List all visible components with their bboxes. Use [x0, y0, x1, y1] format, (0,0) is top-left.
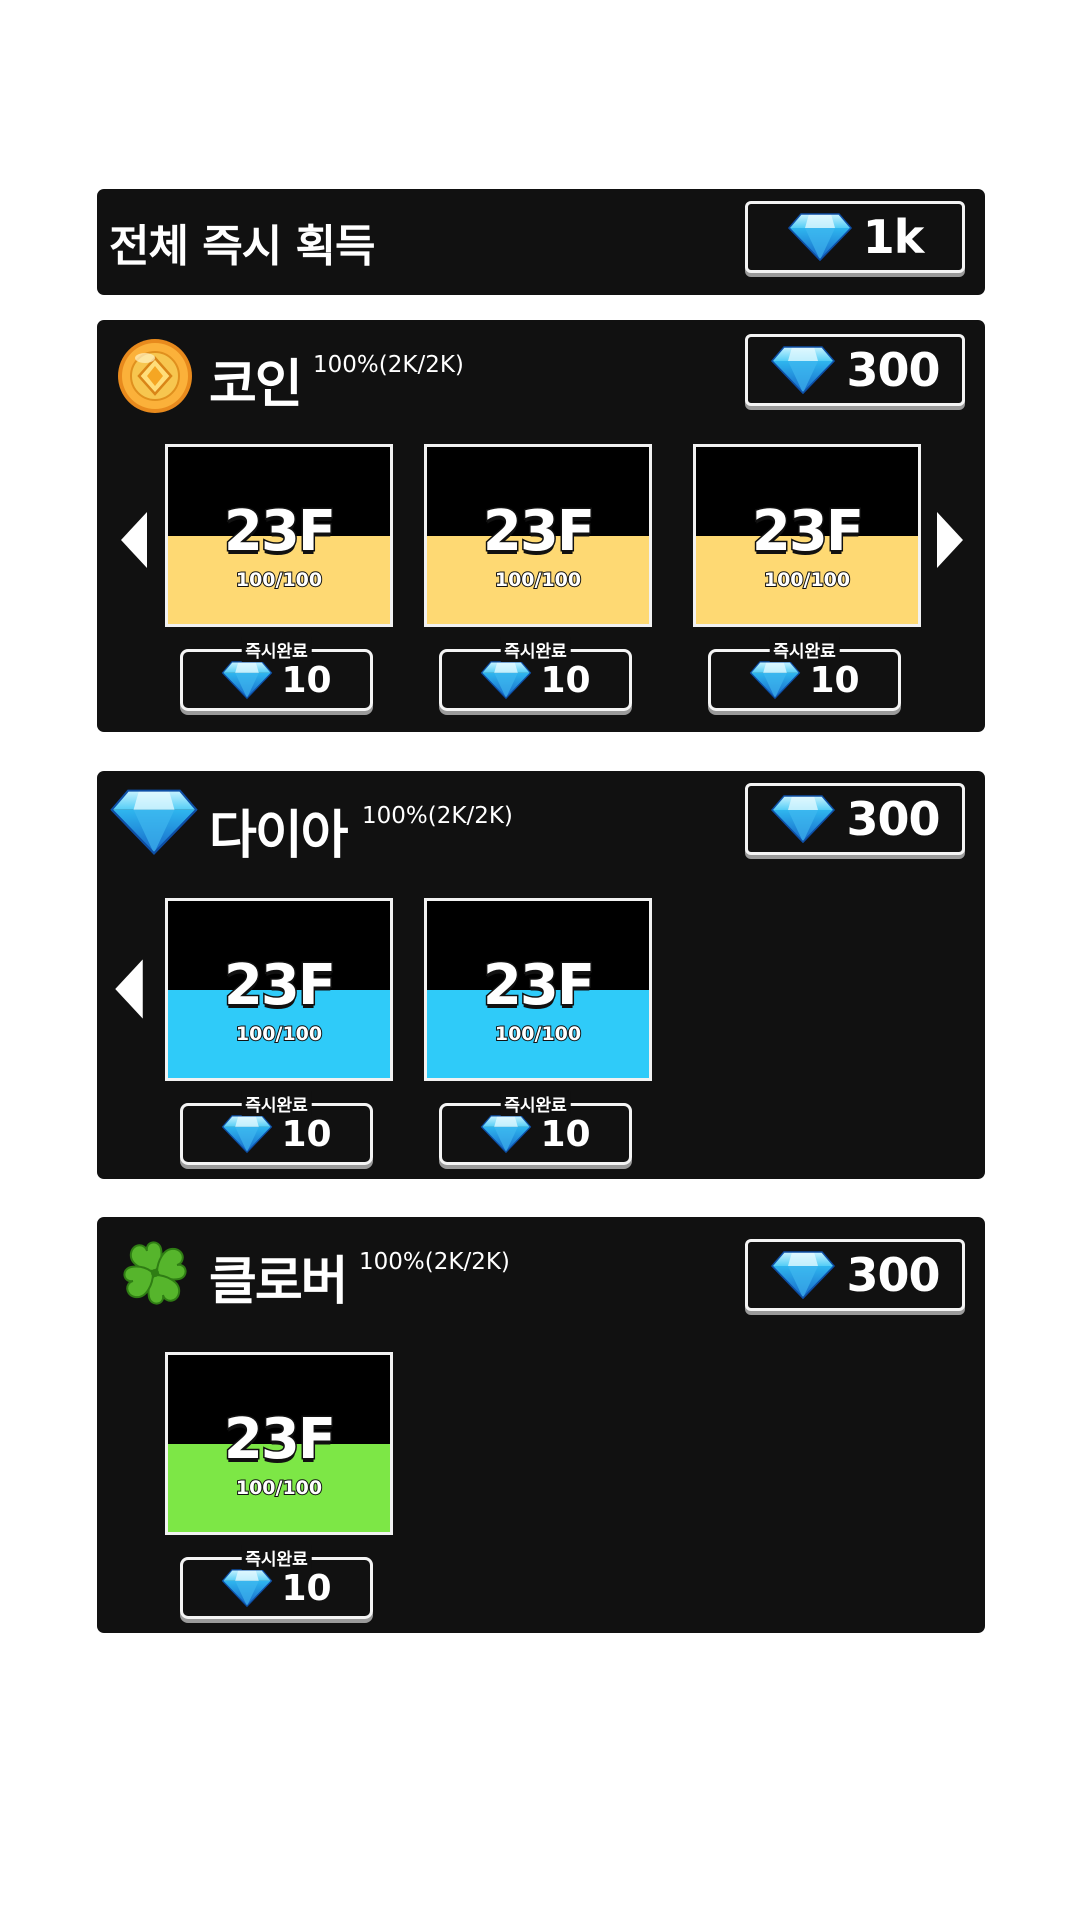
diamond-icon [109, 787, 199, 857]
card-count-label: 100/100 [494, 568, 582, 592]
diamond-icon [787, 212, 853, 262]
diamond-card-frame[interactable]: 23F 100/100 [165, 898, 393, 1081]
coin-card-frame[interactable]: 23F 100/100 [693, 444, 921, 627]
coin-card-fill [427, 535, 649, 624]
instant-complete-cost: 10 [281, 1567, 332, 1609]
diamond-prev-arrow-icon[interactable] [111, 956, 147, 1022]
card-count-label: 100/100 [763, 568, 851, 592]
instant-complete-label: 즉시완료 [500, 1091, 571, 1116]
instant-complete-cost: 10 [281, 659, 332, 701]
diamond-section-buy-button[interactable]: 300 [745, 783, 965, 855]
instant-complete-button[interactable]: 즉시완료 10 [708, 637, 901, 711]
instant-complete-button[interactable]: 즉시완료 10 [180, 637, 373, 711]
clover-section: 클로버 100%(2K/2K) 300 23F 100/100 즉시완료 10 [97, 1217, 985, 1633]
clover-card-frame[interactable]: 23F 100/100 [165, 1352, 393, 1535]
coin-section-title: 코인 [209, 355, 303, 415]
diamond-card: 23F 100/100 즉시완료 10 [424, 898, 652, 1165]
diamond-section-percent: 100%(2K/2K) [362, 803, 513, 829]
coin-card: 23F 100/100 즉시완료 10 [693, 444, 921, 711]
clover-section-title: 클로버 [209, 1252, 349, 1312]
coin-card-fill [168, 535, 390, 624]
diamond-icon [221, 1568, 273, 1608]
card-count-label: 100/100 [235, 1022, 323, 1046]
diamond-icon [770, 1250, 836, 1300]
instant-complete-cost: 10 [540, 1113, 591, 1155]
diamond-icon [480, 660, 532, 700]
diamond-icon [770, 345, 836, 395]
coin-card: 23F 100/100 즉시완료 10 [424, 444, 652, 711]
coin-card: 23F 100/100 즉시완료 10 [165, 444, 393, 711]
instant-acquire-all-button[interactable]: 1k [745, 201, 965, 273]
diamond-section-title: 다이아 [209, 806, 349, 866]
card-floor-label: 23F [481, 952, 596, 1020]
diamond-icon [221, 660, 273, 700]
card-floor-label: 23F [481, 498, 596, 566]
instant-complete-label: 즉시완료 [241, 1545, 312, 1570]
coin-section-buy-button[interactable]: 300 [745, 334, 965, 406]
instant-complete-cost: 10 [281, 1113, 332, 1155]
instant-complete-cost: 10 [809, 659, 860, 701]
diamond-section-price: 300 [846, 792, 940, 846]
diamond-card-frame[interactable]: 23F 100/100 [424, 898, 652, 1081]
card-floor-label: 23F [222, 498, 337, 566]
clover-card-fill [168, 1443, 390, 1532]
instant-complete-label: 즉시완료 [241, 637, 312, 662]
coin-card-frame[interactable]: 23F 100/100 [165, 444, 393, 627]
diamond-icon [770, 794, 836, 844]
diamond-card-fill [427, 989, 649, 1078]
card-floor-label: 23F [222, 1406, 337, 1474]
card-floor-label: 23F [222, 952, 337, 1020]
instant-complete-button[interactable]: 즉시완료 10 [439, 637, 632, 711]
instant-acquire-all-panel: 전체 즉시 획득 1k [97, 189, 985, 295]
diamond-icon [480, 1114, 532, 1154]
coin-card-frame[interactable]: 23F 100/100 [424, 444, 652, 627]
instant-complete-button[interactable]: 즉시완료 10 [180, 1545, 373, 1619]
instant-complete-label: 즉시완료 [769, 637, 840, 662]
card-count-label: 100/100 [235, 568, 323, 592]
diamond-card-fill [168, 989, 390, 1078]
diamond-card: 23F 100/100 즉시완료 10 [165, 898, 393, 1165]
coin-prev-arrow-icon[interactable] [117, 510, 151, 570]
instant-complete-button[interactable]: 즉시완료 10 [180, 1091, 373, 1165]
coin-icon [118, 339, 192, 413]
instant-acquire-all-price: 1k [862, 210, 925, 264]
diamond-icon [749, 660, 801, 700]
clover-section-price: 300 [846, 1248, 940, 1302]
instant-complete-label: 즉시완료 [500, 637, 571, 662]
instant-complete-cost: 10 [540, 659, 591, 701]
clover-section-percent: 100%(2K/2K) [359, 1249, 510, 1275]
coin-section-percent: 100%(2K/2K) [313, 352, 464, 378]
card-count-label: 100/100 [494, 1022, 582, 1046]
coin-section: 코인 100%(2K/2K) 300 23F 100/100 즉시완료 10 2… [97, 320, 985, 732]
card-floor-label: 23F [750, 498, 865, 566]
instant-acquire-all-title: 전체 즉시 획득 [109, 221, 376, 272]
diamond-section: 다이아 100%(2K/2K) 300 23F 100/100 즉시완료 10 … [97, 771, 985, 1179]
coin-next-arrow-icon[interactable] [933, 510, 967, 570]
clover-card: 23F 100/100 즉시완료 10 [165, 1352, 393, 1619]
clover-icon [123, 1241, 187, 1305]
clover-section-buy-button[interactable]: 300 [745, 1239, 965, 1311]
instant-complete-label: 즉시완료 [241, 1091, 312, 1116]
diamond-icon [221, 1114, 273, 1154]
coin-card-fill [696, 535, 918, 624]
instant-complete-button[interactable]: 즉시완료 10 [439, 1091, 632, 1165]
coin-section-price: 300 [846, 343, 940, 397]
card-count-label: 100/100 [235, 1476, 323, 1500]
